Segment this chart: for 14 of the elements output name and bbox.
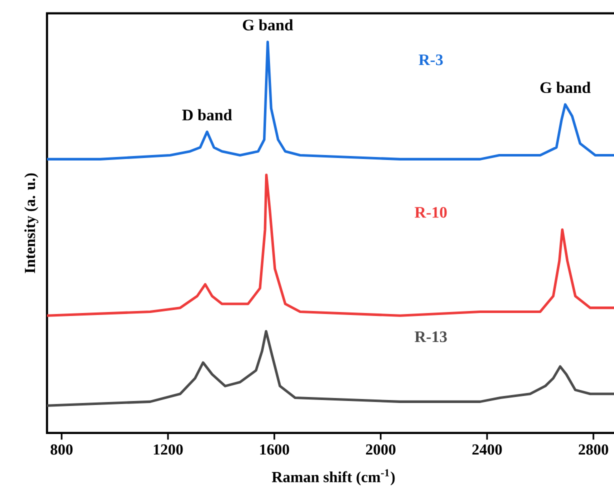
annotation: G band <box>540 82 591 94</box>
x-axis-title: Raman shift (cm$^{-1}$) <box>272 469 395 486</box>
x-tick-label: 1200 <box>154 444 183 455</box>
annotation: D band <box>182 109 232 120</box>
x-tick-label: 800 <box>50 444 73 455</box>
x-tick-label: 2800 <box>578 444 608 455</box>
annotation: G band <box>242 19 294 30</box>
y-axis-title: Intensity (a. u.) <box>24 173 38 274</box>
x-tick-label: 1600 <box>260 444 290 455</box>
text: R-3 <box>418 54 443 66</box>
text: R-10 <box>414 206 447 218</box>
text: R-13 <box>414 331 447 342</box>
x-tick-label: 2000 <box>366 444 396 455</box>
x-tick-label: 2400 <box>472 444 502 455</box>
